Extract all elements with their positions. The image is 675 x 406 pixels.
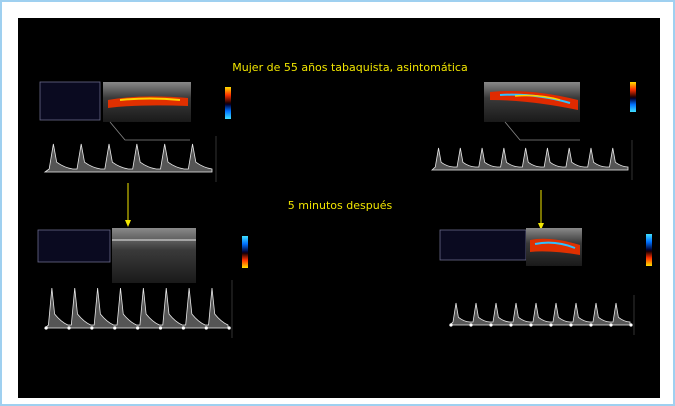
marker [90,326,93,329]
info-box [40,82,100,120]
marker [45,326,48,329]
color-bar [630,82,636,112]
color-bar [646,234,652,266]
title: Mujer de 55 años tabaquista, asintomátic… [232,61,467,74]
figure: Mujer de 55 años tabaquista, asintomátic… [0,0,675,406]
marker [489,323,492,326]
marker [469,323,472,326]
color-bar [242,236,248,268]
marker [228,326,231,329]
marker [449,323,452,326]
marker [549,323,552,326]
marker [589,323,592,326]
marker [136,326,139,329]
marker [569,323,572,326]
color-bar [225,87,231,119]
subtitle: 5 minutos después [288,199,393,212]
info-box [38,230,110,262]
marker [67,326,70,329]
ultrasound-image [112,228,196,283]
marker [205,326,208,329]
marker [113,326,116,329]
marker [509,323,512,326]
info-box [440,230,526,260]
marker [609,323,612,326]
marker [629,323,632,326]
marker [182,326,185,329]
marker [159,326,162,329]
marker [529,323,532,326]
page: Mujer de 55 años tabaquista, asintomátic… [0,0,675,406]
